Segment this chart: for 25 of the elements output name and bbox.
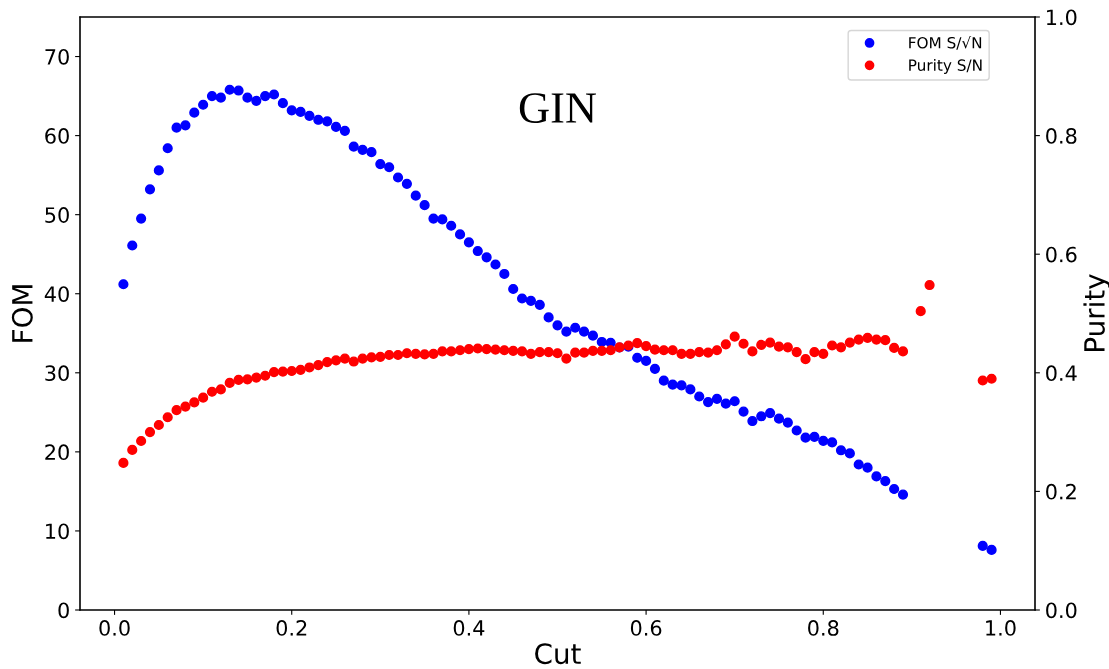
x-axis-title: Cut	[535, 643, 581, 665]
y-tick-label: 10	[46, 523, 69, 540]
y-tick-label: 20	[45, 444, 69, 461]
y2-tick-label: 0.2	[1046, 483, 1076, 500]
x-tick-label: 1.0	[986, 620, 1016, 636]
x-tick-label: 0.0	[99, 620, 130, 636]
x-tick-label: 0.8	[808, 620, 839, 636]
y-tick-label: 70	[45, 48, 69, 65]
x-tick-label: 0.4	[453, 620, 485, 636]
y2-tick-label: 0.6	[1046, 246, 1077, 263]
y2-tick-label: 0.4	[1046, 365, 1077, 382]
y2-tick-label: 1.0	[1047, 9, 1077, 26]
x-tick-label: 0.2	[276, 620, 307, 636]
y2-tick-label: 0.8	[1046, 128, 1077, 144]
y-tick-label: 0	[58, 602, 69, 619]
y-tick-label: 60	[45, 128, 69, 144]
y-axis-title: FOM	[11, 285, 33, 342]
legend-label: FOM S/√N	[909, 35, 982, 50]
y-tick-label: 40	[44, 286, 69, 302]
annotation: GIN	[519, 93, 596, 123]
y-tick-label: 50	[45, 207, 69, 223]
y2-tick-label: 0.0	[1046, 602, 1077, 619]
x-tick-label: 0.6	[630, 620, 662, 636]
y-tick-label: 30	[45, 365, 69, 382]
legend-label: Purity S/N	[909, 59, 982, 74]
